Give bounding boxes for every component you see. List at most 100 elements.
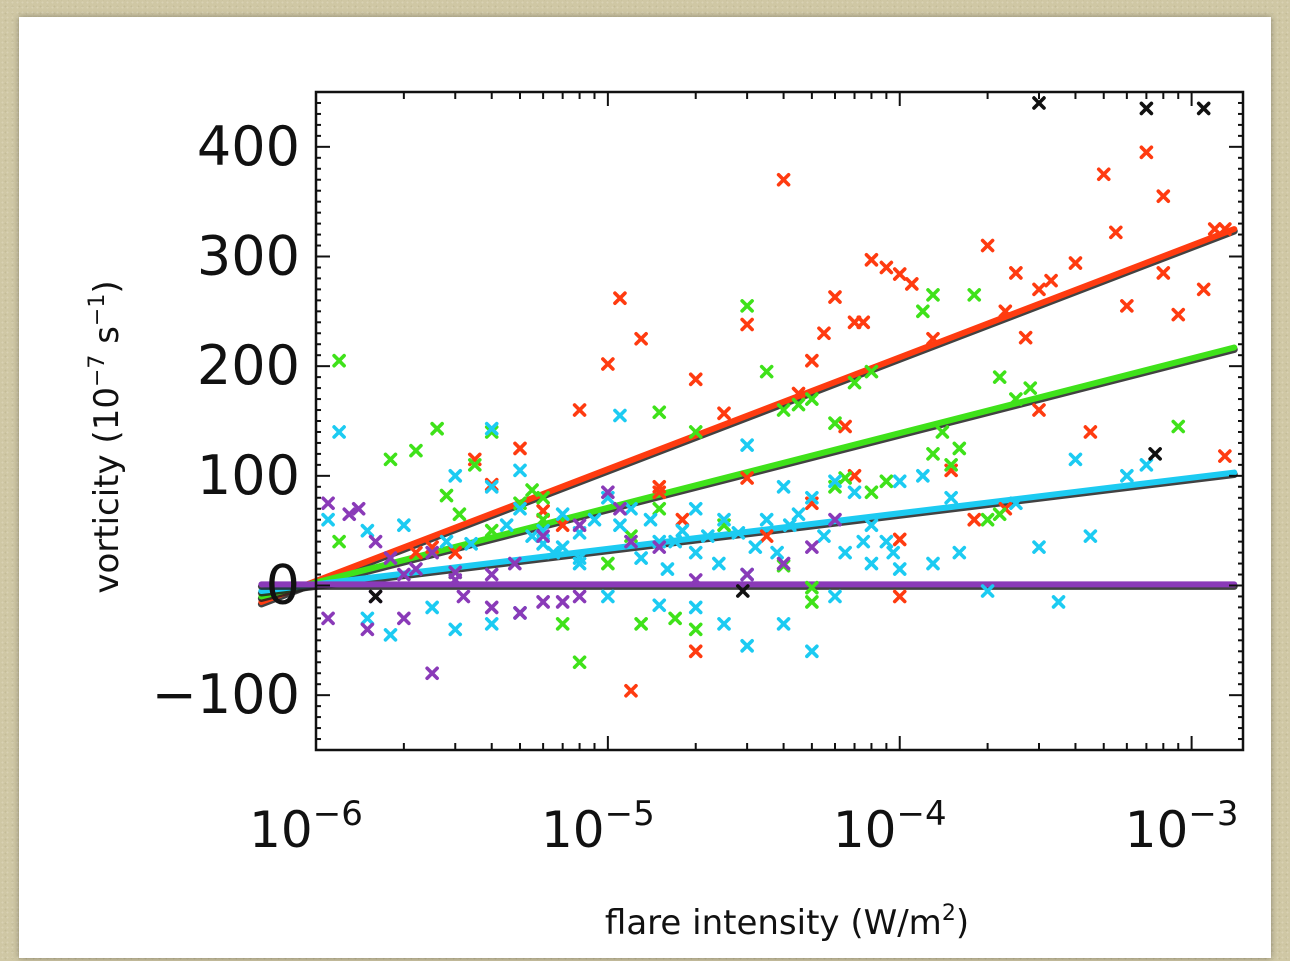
data-point xyxy=(770,545,784,560)
data-point xyxy=(1196,282,1211,297)
data-point xyxy=(1207,222,1222,236)
data-point xyxy=(864,518,879,532)
data-point xyxy=(740,471,754,485)
data-point xyxy=(1218,449,1232,463)
data-point xyxy=(1009,266,1023,280)
data-point xyxy=(1139,101,1154,116)
data-point xyxy=(905,277,919,291)
data-point xyxy=(351,501,366,516)
data-point xyxy=(332,534,346,549)
data-point xyxy=(828,589,842,604)
data-point xyxy=(383,628,398,642)
data-point xyxy=(456,589,471,604)
data-point xyxy=(1068,452,1083,467)
data-point xyxy=(360,523,375,538)
x-tick-label: 10−3 xyxy=(1125,794,1239,859)
data-point xyxy=(776,617,791,631)
fit-lines xyxy=(257,226,1238,608)
data-point xyxy=(484,421,499,436)
data-point xyxy=(439,488,454,503)
data-point xyxy=(536,595,550,609)
data-point xyxy=(368,534,383,549)
data-point xyxy=(967,288,982,302)
data-point xyxy=(782,518,797,532)
data-point xyxy=(992,370,1007,384)
data-point xyxy=(998,304,1013,319)
data-point xyxy=(484,600,499,615)
data-point xyxy=(425,545,439,560)
data-point xyxy=(601,589,615,604)
y-tick-label: 300 xyxy=(197,225,300,288)
data-point xyxy=(555,507,570,522)
data-point xyxy=(935,425,950,439)
data-point xyxy=(536,529,550,543)
data-point xyxy=(759,512,774,527)
data-point xyxy=(856,315,871,330)
data-point xyxy=(892,474,907,489)
data-point xyxy=(572,403,587,417)
data-point xyxy=(484,425,499,439)
data-point xyxy=(484,479,499,494)
data-point xyxy=(536,490,550,505)
data-point xyxy=(624,501,638,516)
y-axis-title-mid: s xyxy=(87,326,127,355)
data-point xyxy=(828,290,842,304)
data-point xyxy=(916,469,930,483)
data-point xyxy=(1139,145,1154,160)
data-point xyxy=(740,438,754,452)
data-point xyxy=(805,490,819,505)
data-point xyxy=(838,419,852,434)
data-point xyxy=(952,441,967,456)
data-point xyxy=(668,534,682,549)
data-point xyxy=(409,545,423,560)
data-point xyxy=(1051,595,1066,609)
data-points xyxy=(321,96,1232,698)
data-point xyxy=(321,611,335,626)
data-point xyxy=(601,357,615,371)
chart-frame: 400 300 200 100 0 −100 10−6 10−5 10−4 10−3 flare … xyxy=(19,17,1271,958)
data-point xyxy=(613,518,627,532)
data-point xyxy=(892,562,907,576)
data-point xyxy=(555,518,570,532)
data-point xyxy=(717,406,731,421)
data-point xyxy=(967,512,982,527)
y-axis-title-post: ) xyxy=(87,280,127,293)
data-point xyxy=(759,364,774,379)
data-point xyxy=(546,545,561,560)
y-tick-label: 200 xyxy=(197,334,300,397)
data-point xyxy=(1083,529,1098,543)
data-point xyxy=(847,485,862,500)
data-point xyxy=(916,304,930,319)
data-point xyxy=(1148,447,1162,461)
data-point xyxy=(1018,330,1033,345)
data-point xyxy=(332,425,346,439)
data-point xyxy=(879,534,894,549)
data-point xyxy=(1096,167,1111,182)
data-point xyxy=(759,529,774,543)
data-point xyxy=(360,611,375,626)
data-point xyxy=(688,372,703,387)
data-point xyxy=(652,598,667,613)
data-point xyxy=(731,526,746,540)
fit-line xyxy=(258,344,1238,600)
data-point xyxy=(864,556,879,571)
data-point xyxy=(688,501,703,516)
data-point xyxy=(525,483,539,497)
data-point xyxy=(342,507,357,522)
data-point xyxy=(776,479,791,494)
data-point xyxy=(952,545,967,560)
data-point xyxy=(879,474,894,489)
data-point xyxy=(892,267,907,281)
data-point xyxy=(717,617,731,631)
data-point xyxy=(805,595,819,609)
data-point xyxy=(926,331,940,346)
data-point xyxy=(383,452,398,467)
data-point xyxy=(430,421,444,436)
data-point xyxy=(688,622,703,637)
data-point xyxy=(383,551,398,565)
x-tick-label: 10−5 xyxy=(541,794,655,859)
data-point xyxy=(572,589,587,604)
data-point xyxy=(791,397,806,412)
data-point xyxy=(847,375,862,390)
data-point xyxy=(368,589,383,604)
